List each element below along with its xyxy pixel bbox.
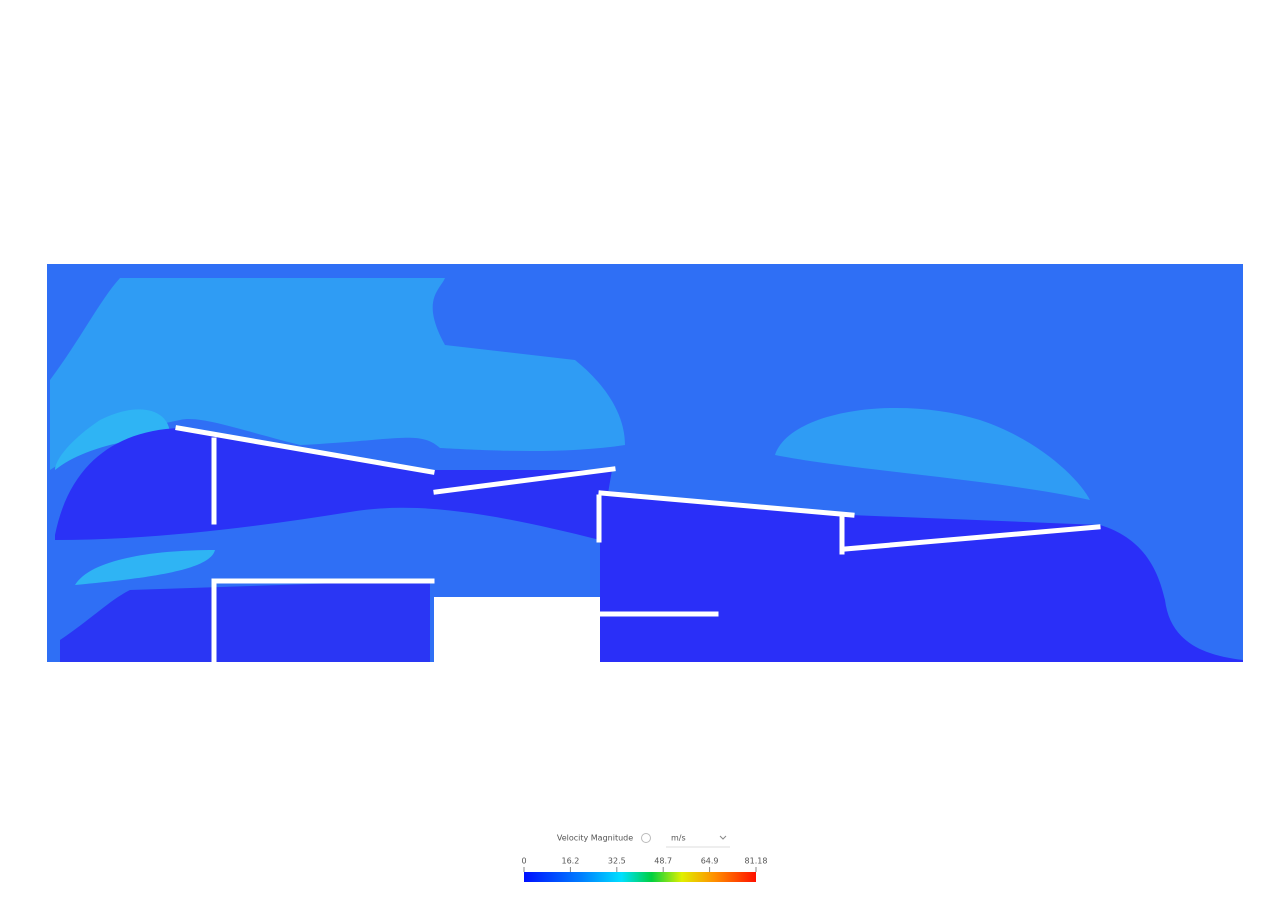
legend-tick-label: 16.2 <box>561 857 579 866</box>
wall <box>175 425 435 475</box>
legend-tick-label: 0 <box>521 857 526 866</box>
unit-select[interactable]: m/s <box>671 834 686 843</box>
legend-tick-label: 48.7 <box>654 857 672 866</box>
high-velocity-region <box>775 407 1090 500</box>
info-icon[interactable] <box>641 833 651 843</box>
wall <box>598 490 855 518</box>
low-velocity-region <box>55 428 612 540</box>
wall <box>842 524 1101 552</box>
legend: Velocity Magnitude m/s 0 16.2 32.5 48.7 64.9… <box>521 833 768 882</box>
legend-title: Velocity Magnitude <box>557 834 633 843</box>
legend-tick-label: 32.5 <box>608 857 626 866</box>
dropdown-chevron[interactable] <box>719 835 727 840</box>
legend-tick-label: 81.18 <box>745 857 768 866</box>
low-velocity-region <box>600 490 1243 662</box>
jet-region <box>75 550 215 585</box>
wall <box>433 466 616 495</box>
flow-field <box>47 264 1243 665</box>
color-bar <box>524 872 756 882</box>
jet-region <box>55 409 170 470</box>
high-velocity-region <box>50 278 625 470</box>
obstacle <box>434 597 600 663</box>
low-velocity-region <box>60 580 430 662</box>
legend-tick-label: 64.9 <box>701 857 719 866</box>
